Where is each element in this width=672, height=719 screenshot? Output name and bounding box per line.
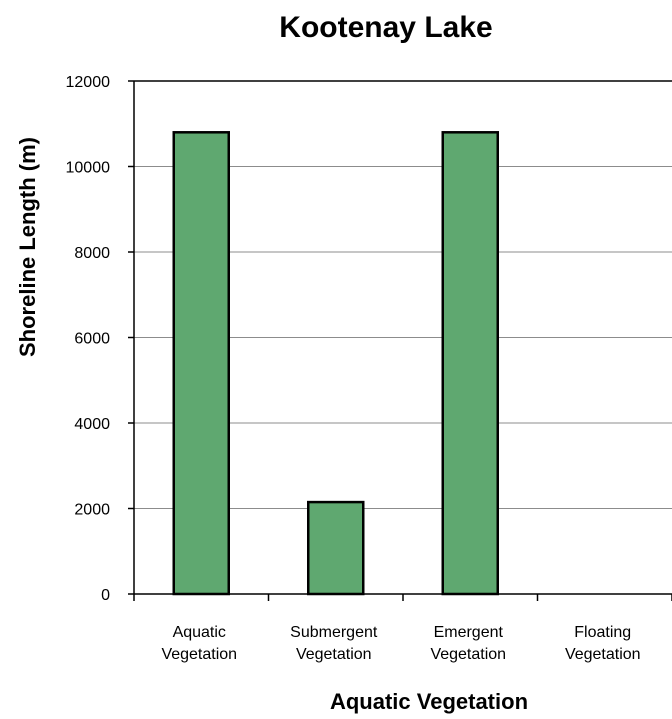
y-tick-label: 8000 [74, 245, 110, 262]
bar [307, 500, 365, 596]
y-tick-label: 12000 [66, 74, 111, 91]
x-category-label: Aquatic Vegetation [161, 624, 237, 663]
x-category-label: Submergent Vegetation [290, 624, 378, 663]
axes [128, 80, 672, 601]
x-category-label: Floating Vegetation [565, 624, 641, 663]
chart-title: Kootenay Lake [279, 11, 492, 44]
x-category-label: Emergent Vegetation [430, 624, 506, 663]
y-axis-title: Shoreline Length (m) [15, 137, 40, 357]
y-tick-label: 2000 [74, 502, 110, 519]
bar [441, 131, 499, 596]
y-tick-labels: 0 2000 4000 6000 8000 10000 12000 [66, 74, 111, 604]
y-tick-label: 0 [101, 587, 110, 604]
x-category-labels: Aquatic Vegetation Submergent Vegetation Eme… [161, 624, 640, 663]
bar [172, 131, 230, 596]
bars [172, 131, 499, 596]
y-tick-label: 6000 [74, 331, 110, 348]
x-axis-title: Aquatic Vegetation [330, 689, 528, 714]
y-tick-label: 4000 [74, 416, 110, 433]
y-tick-label: 10000 [66, 160, 111, 177]
